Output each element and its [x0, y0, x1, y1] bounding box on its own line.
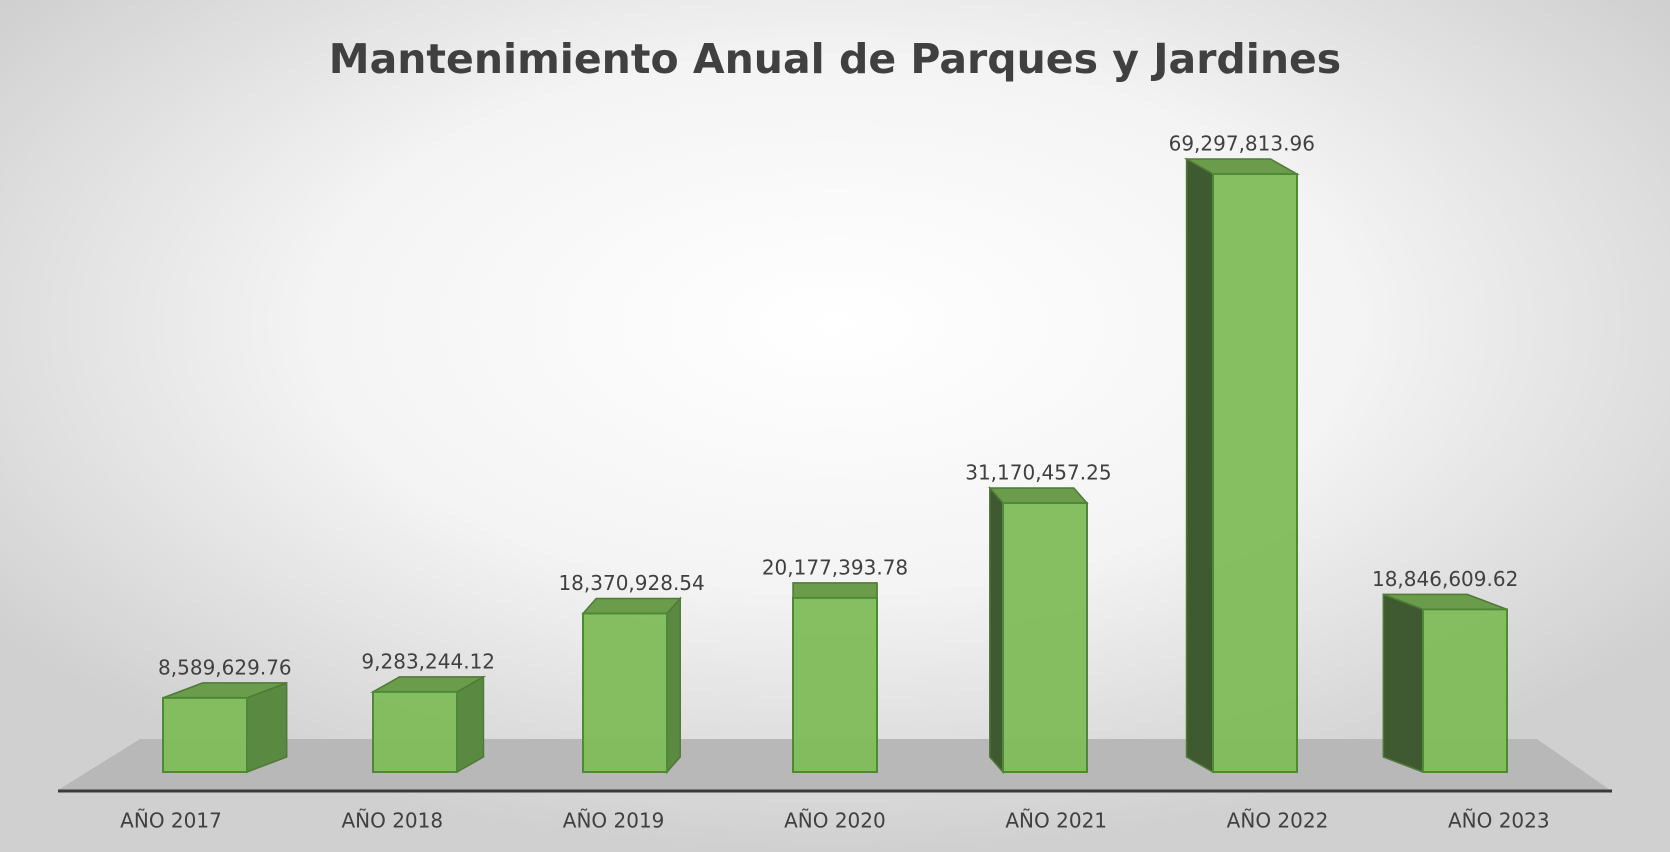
- x-tick-label: AÑO 2018: [341, 809, 443, 833]
- bar: [792, 596, 878, 774]
- value-label: 31,170,457.25: [965, 461, 1111, 485]
- bar-top: [792, 582, 878, 599]
- x-tick-label: AÑO 2022: [1227, 809, 1329, 833]
- value-label: 9,283,244.12: [361, 649, 495, 673]
- bar: [372, 690, 458, 774]
- bar-side: [666, 596, 681, 774]
- value-label: 69,297,813.96: [1169, 132, 1315, 156]
- x-tick-label: AÑO 2020: [784, 809, 886, 833]
- bar-side: [1382, 593, 1424, 774]
- value-label: 20,177,393.78: [762, 555, 908, 579]
- bar-top: [581, 597, 682, 615]
- value-label: 8,589,629.76: [158, 655, 292, 679]
- bar-side: [456, 675, 485, 774]
- bar-side: [1185, 157, 1214, 774]
- bar-top: [988, 487, 1089, 504]
- bar: [1002, 502, 1088, 773]
- bar: [1422, 608, 1508, 774]
- bar-side: [989, 486, 1004, 774]
- bar: [1212, 173, 1298, 773]
- x-tick-label: AÑO 2019: [563, 809, 665, 833]
- chart-title: Mantenimiento Anual de Parques y Jardine…: [329, 35, 1341, 83]
- value-label: 18,370,928.54: [558, 571, 704, 595]
- x-tick-label: AÑO 2023: [1448, 809, 1550, 833]
- x-tick-label: AÑO 2017: [120, 809, 222, 833]
- bar: [162, 696, 248, 773]
- value-label: 18,846,609.62: [1372, 567, 1518, 591]
- x-tick-label: AÑO 2021: [1005, 809, 1107, 833]
- bar: [582, 612, 668, 774]
